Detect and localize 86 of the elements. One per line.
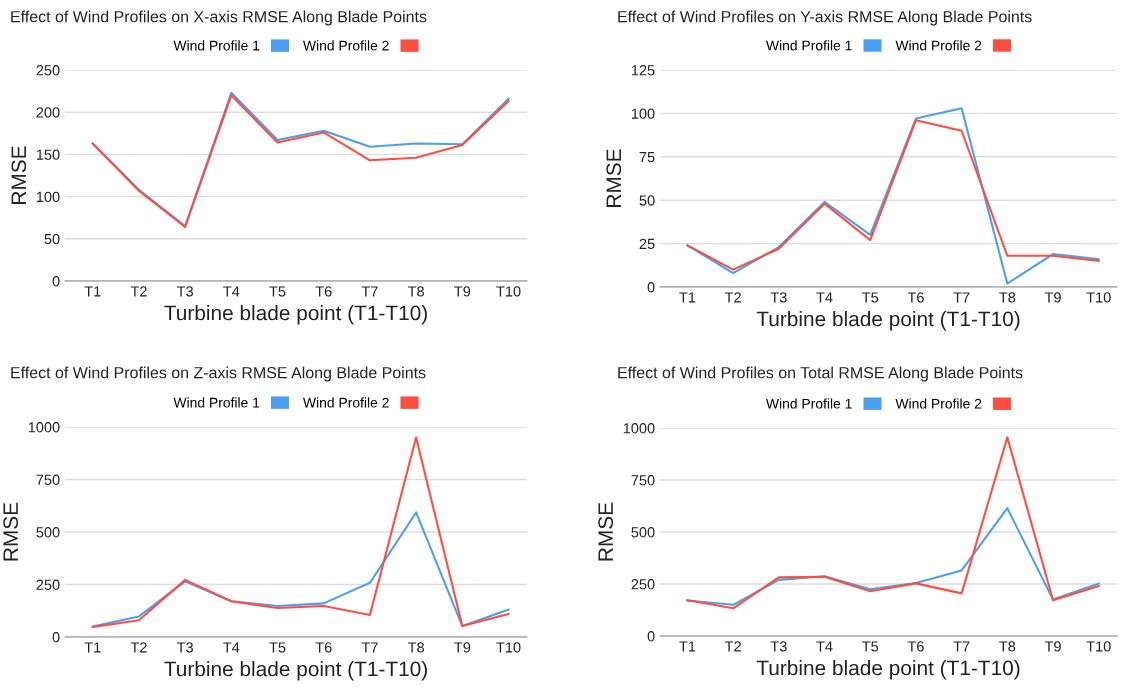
x-axis-title: Turbine blade point (T1-T10) <box>164 661 427 681</box>
x-tick-label: T5 <box>269 642 286 653</box>
x-tick-label: T4 <box>816 641 833 652</box>
x-tick-label: T5 <box>269 286 286 297</box>
x-tick-label: T1 <box>84 286 101 297</box>
x-tick-label: T2 <box>130 642 147 653</box>
x-tick-label: T9 <box>1044 292 1061 303</box>
x-tick-label: T3 <box>770 641 787 652</box>
y-axis-title: RMSE <box>598 502 614 561</box>
legend-label: Wind Profile 1 <box>766 398 852 409</box>
x-tick-label: T6 <box>907 292 924 303</box>
y-tick-label: 0 <box>647 282 655 293</box>
y-axis-title: RMSE <box>3 502 19 561</box>
legend-label: Wind Profile 1 <box>173 397 260 408</box>
x-tick-label: T6 <box>907 641 924 652</box>
x-tick-label: T10 <box>496 642 521 653</box>
y-tick-label: 150 <box>36 149 60 160</box>
y-tick-label: 750 <box>36 474 60 485</box>
x-tick-label: T7 <box>953 292 970 303</box>
x-axis-title: Turbine blade point (T1-T10) <box>756 660 1020 680</box>
y-tick-label: 250 <box>36 579 60 590</box>
y-tick-label: 250 <box>36 65 60 76</box>
x-tick-label: T9 <box>454 642 471 653</box>
x-tick-label: T7 <box>361 642 378 653</box>
legend-label: Wind Profile 1 <box>766 40 852 51</box>
line-series <box>686 507 1100 606</box>
x-tick-label: T10 <box>496 286 521 297</box>
x-tick-label: T8 <box>999 292 1016 303</box>
legend-label: Wind Profile 2 <box>303 397 389 408</box>
chart-title: Effect of Wind Profiles on Total RMSE Along Blade Points <box>618 366 1023 382</box>
chart-title: Effect of Wind Profiles on Z-axis RMSE Along Blade Points <box>11 366 426 382</box>
x-tick-label: T5 <box>862 292 879 303</box>
y-tick-label: 50 <box>44 233 60 245</box>
legend-label: Wind Profile 1 <box>173 40 260 51</box>
x-tick-label: T3 <box>176 286 193 297</box>
line-series <box>91 511 510 628</box>
x-tick-label: T2 <box>130 286 147 297</box>
x-tick-label: T9 <box>1044 641 1061 652</box>
legend-label: Wind Profile 2 <box>895 398 982 409</box>
x-tick-label: T8 <box>407 286 424 297</box>
x-tick-label: T4 <box>816 292 833 303</box>
x-tick-label: T1 <box>679 292 696 303</box>
y-tick-label: 750 <box>631 475 655 486</box>
x-tick-label: T2 <box>724 292 741 303</box>
y-axis-title: RMSE <box>11 146 27 204</box>
legend-label: Wind Profile 2 <box>895 40 982 51</box>
x-tick-label: T8 <box>999 641 1016 652</box>
legend-label: Wind Profile 2 <box>303 40 389 51</box>
y-tick-label: 500 <box>631 527 655 538</box>
line-series <box>686 436 1100 610</box>
x-axis-title: Turbine blade point (T1-T10) <box>756 311 1020 331</box>
x-tick-label: T7 <box>953 641 970 652</box>
chart-title: Effect of Wind Profiles on Y-axis RMSE Along Blade Points <box>618 10 1032 26</box>
y-tick-label: 250 <box>631 579 655 590</box>
x-tick-label: T8 <box>407 642 424 653</box>
y-tick-label: 200 <box>36 107 60 118</box>
x-tick-label: T10 <box>1086 641 1111 652</box>
y-tick-label: 1000 <box>623 423 655 434</box>
x-tick-label: T3 <box>770 292 787 303</box>
line-series <box>91 436 510 629</box>
x-tick-label: T5 <box>862 641 879 652</box>
y-tick-label: 25 <box>639 238 655 250</box>
x-tick-label: T7 <box>361 286 378 297</box>
x-tick-label: T2 <box>724 641 741 652</box>
y-tick-label: 1000 <box>28 422 60 433</box>
chart-title: Effect of Wind Profiles on X-axis RMSE Along Blade Points <box>11 10 427 26</box>
x-tick-label: T10 <box>1086 292 1111 303</box>
y-tick-label: 50 <box>639 195 655 206</box>
y-axis-title: RMSE <box>606 149 622 207</box>
x-axis-title: Turbine blade point (T1-T10) <box>164 305 427 325</box>
y-tick-label: 75 <box>639 152 655 163</box>
x-tick-label: T1 <box>679 641 696 652</box>
y-tick-label: 125 <box>631 65 655 76</box>
y-tick-label: 0 <box>52 276 60 287</box>
y-tick-label: 500 <box>36 527 60 538</box>
y-tick-label: 100 <box>36 191 60 203</box>
y-tick-label: 0 <box>647 631 655 642</box>
y-tick-label: 100 <box>631 108 655 119</box>
x-tick-label: T4 <box>223 642 240 653</box>
x-tick-label: T4 <box>223 286 240 297</box>
x-tick-label: T6 <box>315 642 332 653</box>
x-tick-label: T6 <box>315 286 332 297</box>
x-tick-label: T3 <box>176 642 193 653</box>
x-tick-label: T1 <box>84 642 101 653</box>
y-tick-label: 0 <box>52 632 60 643</box>
x-tick-label: T9 <box>454 286 471 297</box>
